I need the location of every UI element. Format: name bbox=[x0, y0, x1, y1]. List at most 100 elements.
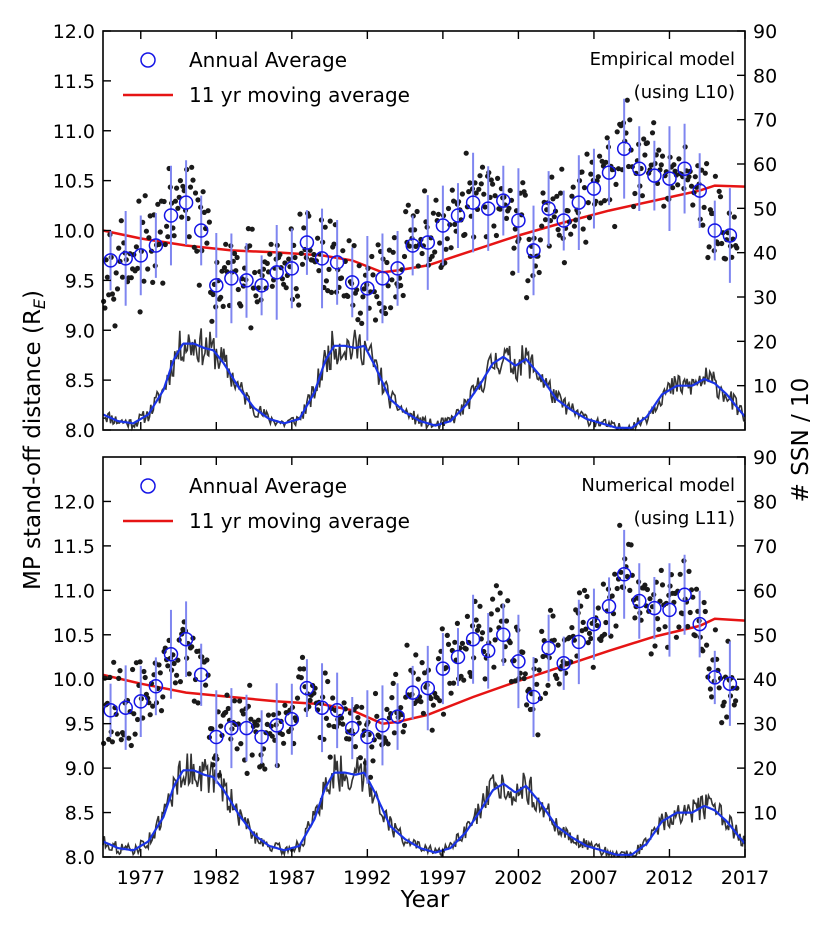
monthly-point bbox=[331, 241, 337, 247]
monthly-point bbox=[164, 223, 170, 229]
monthly-point bbox=[401, 722, 408, 729]
monthly-point bbox=[187, 184, 194, 190]
monthly-point bbox=[186, 234, 192, 240]
monthly-point bbox=[370, 758, 376, 764]
annual-average-point bbox=[390, 709, 405, 724]
monthly-point bbox=[357, 310, 363, 316]
monthly-point bbox=[734, 245, 740, 251]
monthly-point bbox=[624, 573, 630, 580]
monthly-point bbox=[705, 254, 711, 261]
y-tick-label-left: 8.0 bbox=[65, 847, 95, 869]
model-annotation-line1: Numerical model bbox=[581, 475, 735, 496]
monthly-point bbox=[204, 657, 210, 663]
monthly-point bbox=[161, 198, 167, 205]
annual-average-point bbox=[299, 235, 315, 250]
monthly-point bbox=[624, 97, 630, 103]
monthly-point bbox=[389, 277, 395, 283]
y-tick-label-right: 80 bbox=[753, 491, 777, 513]
monthly-point bbox=[579, 169, 585, 175]
y-tick-label-right: 50 bbox=[753, 625, 777, 647]
monthly-point bbox=[704, 642, 710, 648]
monthly-point bbox=[490, 181, 496, 187]
monthly-point bbox=[384, 706, 390, 713]
y-tick-label-right: 20 bbox=[753, 331, 777, 353]
y-tick-label-left: 10.0 bbox=[53, 221, 95, 243]
monthly-point bbox=[604, 135, 610, 141]
y-tick-label-right: 60 bbox=[753, 154, 777, 176]
annual-average-point bbox=[526, 243, 541, 258]
monthly-point bbox=[205, 208, 211, 214]
monthly-point bbox=[231, 250, 238, 257]
x-tick-label: 2002 bbox=[494, 867, 542, 889]
y-tick-label-left: 11.5 bbox=[53, 71, 95, 93]
monthly-point bbox=[685, 623, 691, 630]
monthly-point bbox=[688, 183, 695, 189]
annual-average-point bbox=[390, 261, 405, 276]
monthly-point bbox=[322, 670, 328, 676]
monthly-point bbox=[707, 686, 714, 692]
monthly-point bbox=[340, 721, 346, 727]
monthly-point bbox=[281, 740, 287, 746]
x-tick-label: 2007 bbox=[570, 867, 618, 889]
annual-average-point bbox=[586, 181, 602, 196]
monthly-point bbox=[434, 218, 440, 224]
monthly-point bbox=[435, 211, 442, 217]
monthly-point bbox=[135, 265, 141, 271]
y-tick-label-left: 12.0 bbox=[53, 21, 95, 43]
monthly-point bbox=[359, 704, 365, 710]
monthly-point bbox=[712, 627, 719, 633]
monthly-point bbox=[724, 714, 730, 720]
monthly-point bbox=[602, 198, 608, 204]
monthly-point bbox=[224, 692, 230, 698]
monthly-point bbox=[597, 153, 603, 159]
monthly-point bbox=[131, 711, 137, 717]
annual-average-point bbox=[496, 193, 511, 208]
annual-average-point bbox=[692, 616, 707, 632]
monthly-point bbox=[357, 755, 363, 761]
monthly-point bbox=[400, 729, 406, 735]
monthly-point bbox=[104, 274, 110, 280]
monthly-point bbox=[147, 712, 153, 718]
monthly-point bbox=[639, 193, 646, 199]
monthly-point bbox=[602, 631, 608, 637]
monthly-point bbox=[137, 309, 143, 315]
monthly-point bbox=[580, 619, 586, 626]
y-tick-label-left: 10.0 bbox=[53, 669, 95, 691]
monthly-point bbox=[595, 174, 601, 180]
monthly-point bbox=[647, 167, 653, 173]
monthly-point bbox=[346, 238, 352, 244]
monthly-point bbox=[221, 265, 228, 271]
monthly-point bbox=[686, 174, 692, 180]
annual-average-point bbox=[163, 647, 179, 662]
monthly-point bbox=[355, 317, 361, 323]
monthly-point bbox=[240, 711, 246, 717]
monthly-point bbox=[503, 215, 510, 221]
annual-average-point bbox=[662, 171, 677, 186]
monthly-point bbox=[370, 272, 376, 278]
x-tick-label: 2017 bbox=[721, 867, 769, 889]
monthly-point bbox=[536, 269, 542, 276]
monthly-point bbox=[429, 727, 435, 733]
monthly-point bbox=[406, 243, 413, 249]
monthly-point bbox=[244, 770, 250, 777]
y-tick-label-right: 90 bbox=[753, 447, 777, 469]
y-tick-label-left: 8.0 bbox=[65, 420, 95, 442]
monthly-point bbox=[722, 256, 729, 262]
monthly-point bbox=[286, 256, 292, 262]
y-tick-label-left: 8.5 bbox=[65, 370, 95, 392]
monthly-point bbox=[385, 283, 391, 289]
monthly-point bbox=[277, 252, 283, 258]
monthly-point bbox=[461, 677, 467, 683]
monthly-point bbox=[632, 190, 638, 197]
monthly-point bbox=[160, 694, 166, 700]
annual-average-point bbox=[420, 680, 436, 696]
annual-average-point bbox=[511, 654, 526, 669]
monthly-point bbox=[512, 678, 518, 684]
monthly-point bbox=[119, 274, 126, 280]
monthly-point bbox=[374, 294, 380, 300]
monthly-point bbox=[452, 639, 458, 645]
monthly-point bbox=[435, 656, 442, 662]
monthly-point bbox=[511, 245, 517, 251]
monthly-point bbox=[354, 704, 360, 710]
monthly-point bbox=[210, 762, 216, 768]
